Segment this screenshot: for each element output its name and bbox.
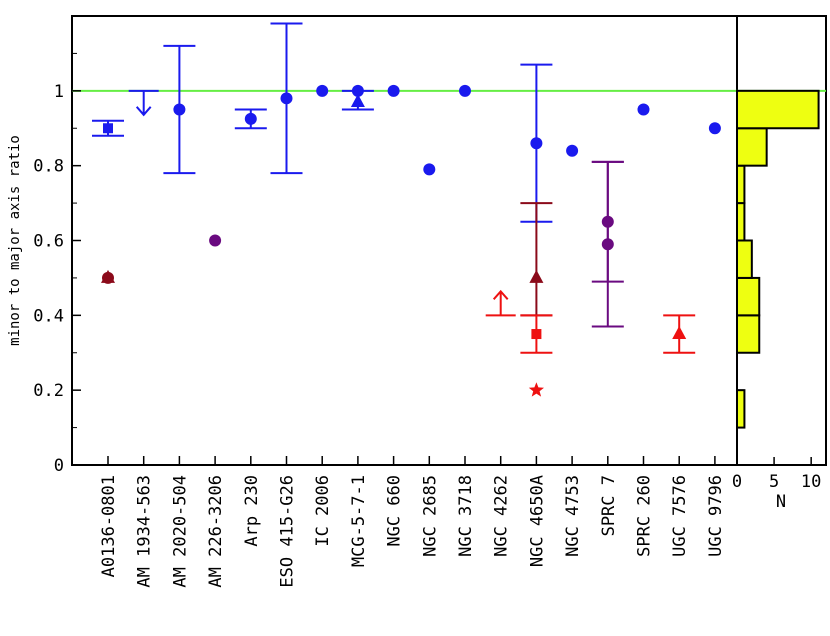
x-tick-label: NGC 4650A <box>527 475 547 567</box>
data-point-circle <box>530 137 543 150</box>
y-tick-label: 0.6 <box>33 232 64 252</box>
data-point-circle <box>637 103 650 116</box>
x-tick-label: MCG-5-7-1 <box>349 475 369 567</box>
x-tick-label: SPRC 260 <box>635 475 655 557</box>
histogram-bar <box>736 389 746 429</box>
data-point-square <box>103 123 113 134</box>
y-axis-ticks: 0 0.2 0.4 0.6 0.8 1 <box>33 52 744 476</box>
x-tick-label: AM 1934-563 <box>135 475 155 588</box>
hist-x-tick-label: 5 <box>769 472 779 492</box>
data-point-circle <box>209 234 222 247</box>
x-tick-label: NGC 3718 <box>456 475 476 557</box>
x-axis-ticks: A0136-0801 AM 1934-563 AM 2020-504 AM 226-3… <box>99 456 726 588</box>
y-tick-label: 0.4 <box>33 306 64 326</box>
x-tick-label: UGC 9796 <box>706 475 726 557</box>
histogram-x-ticks: 0 5 10 <box>732 457 821 492</box>
x-tick-label: A0136-0801 <box>99 475 119 577</box>
x-tick-label: NGC 660 <box>385 475 405 547</box>
data-point-square <box>531 329 542 340</box>
y-tick-label: 0.8 <box>33 157 64 177</box>
histogram-bar <box>736 202 746 242</box>
histogram-bars <box>736 89 820 429</box>
data-point-circle <box>601 215 614 228</box>
y-axis-title: minor to major axis ratio <box>7 135 23 346</box>
data-point-circle <box>459 84 471 97</box>
histogram-bar <box>736 239 753 279</box>
y-tick-label: 1 <box>54 82 64 102</box>
data-point-circle <box>566 144 579 157</box>
histogram-bar <box>736 164 746 205</box>
data-point-circle <box>423 163 436 176</box>
histogram-bar <box>736 276 761 317</box>
data-point-triangle <box>350 94 365 108</box>
histogram-x-title: N <box>776 492 786 512</box>
x-tick-label: SPRC 7 <box>599 475 619 536</box>
histogram-bar <box>736 89 820 130</box>
x-tick-label: Arp 230 <box>242 475 262 547</box>
hist-x-tick-label: 0 <box>732 472 742 492</box>
y-tick-label: 0.2 <box>33 381 64 401</box>
data-point-circle <box>316 84 329 97</box>
data-point-circle <box>173 103 186 116</box>
data-point-circle <box>601 238 614 251</box>
plot-frame <box>71 15 738 466</box>
data-points <box>92 22 721 397</box>
data-point-circle <box>351 84 364 97</box>
data-point-triangle <box>672 326 687 340</box>
x-tick-label: ESO 415-G26 <box>278 475 298 588</box>
x-tick-label: AM 2020-504 <box>170 475 190 588</box>
x-tick-label: NGC 2685 <box>420 475 440 557</box>
histogram-bar <box>736 127 768 167</box>
x-tick-label: NGC 4262 <box>492 475 512 557</box>
error-bar <box>520 202 553 317</box>
x-tick-label: UGC 7576 <box>670 475 690 557</box>
data-point-upper-limit <box>128 89 159 117</box>
data-point-triangle <box>101 269 115 283</box>
data-point-circle <box>387 84 400 97</box>
data-point-circle <box>280 92 293 105</box>
histogram-bar <box>736 314 761 354</box>
data-point-circle <box>244 112 257 125</box>
data-point-lower-limit <box>485 289 516 317</box>
data-point-circle <box>708 122 721 135</box>
y-tick-label: 0 <box>54 456 64 476</box>
x-tick-label: AM 226-3206 <box>206 475 226 588</box>
data-point-triangle <box>529 269 544 283</box>
x-tick-label: IC 2006 <box>313 475 333 547</box>
hist-x-tick-label: 10 <box>801 472 821 492</box>
x-tick-label: NGC 4753 <box>563 475 583 557</box>
data-point-star <box>528 382 544 397</box>
